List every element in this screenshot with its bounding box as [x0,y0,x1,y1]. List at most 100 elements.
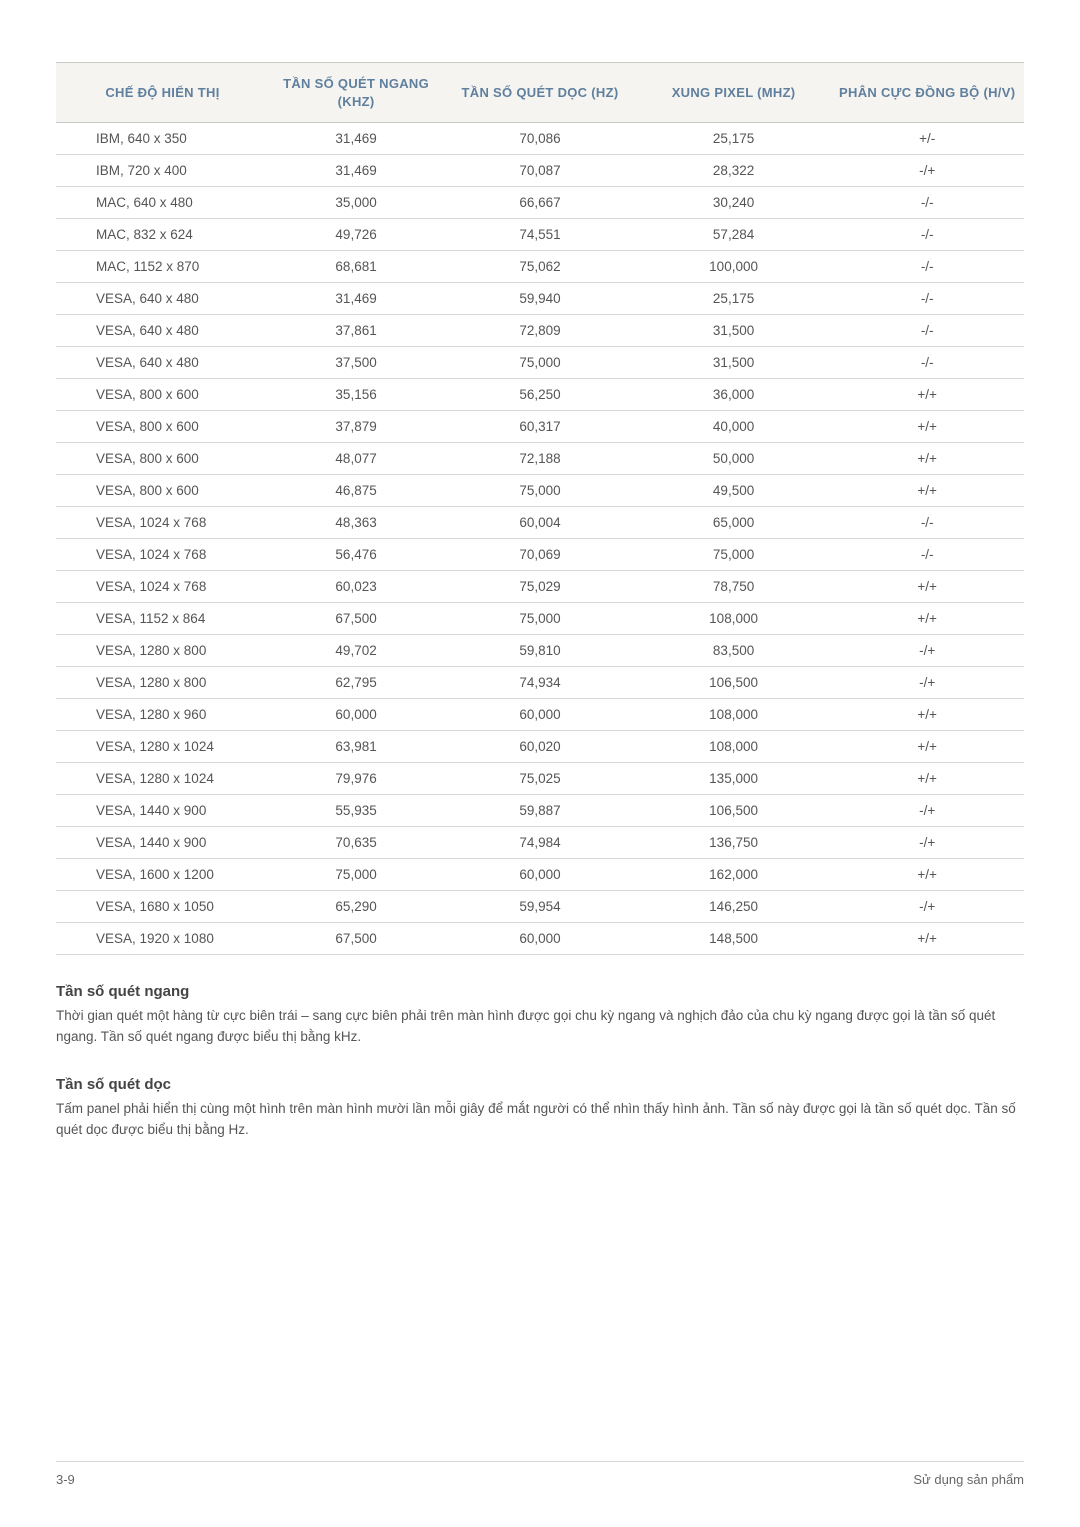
table-cell: 59,940 [443,283,637,315]
table-cell: -/- [830,315,1024,347]
table-cell: +/+ [830,571,1024,603]
table-cell: IBM, 720 x 400 [56,155,269,187]
table-cell: 74,934 [443,667,637,699]
table-cell: 106,500 [637,667,831,699]
table-cell: 59,810 [443,635,637,667]
table-cell: 48,363 [269,507,443,539]
table-cell: VESA, 640 x 480 [56,347,269,379]
table-row: MAC, 832 x 62449,72674,55157,284-/- [56,219,1024,251]
table-cell: 75,000 [637,539,831,571]
table-cell: VESA, 640 x 480 [56,283,269,315]
table-cell: 62,795 [269,667,443,699]
table-cell: -/- [830,187,1024,219]
table-cell: 25,175 [637,283,831,315]
table-cell: +/+ [830,859,1024,891]
table-cell: -/+ [830,891,1024,923]
table-cell: VESA, 1024 x 768 [56,571,269,603]
table-cell: VESA, 800 x 600 [56,379,269,411]
table-cell: 60,317 [443,411,637,443]
table-row: VESA, 1280 x 102463,98160,020108,000+/+ [56,731,1024,763]
table-cell: 74,551 [443,219,637,251]
table-cell: 59,954 [443,891,637,923]
table-cell: VESA, 1024 x 768 [56,507,269,539]
table-cell: VESA, 1920 x 1080 [56,923,269,955]
table-cell: -/+ [830,667,1024,699]
table-cell: 70,087 [443,155,637,187]
table-cell: 49,726 [269,219,443,251]
table-cell: 106,500 [637,795,831,827]
table-row: VESA, 1280 x 80062,79574,934106,500-/+ [56,667,1024,699]
table-cell: 31,469 [269,123,443,155]
table-cell: VESA, 1152 x 864 [56,603,269,635]
table-cell: 28,322 [637,155,831,187]
table-row: VESA, 1024 x 76856,47670,06975,000-/- [56,539,1024,571]
table-cell: 75,000 [443,475,637,507]
table-cell: 70,635 [269,827,443,859]
table-cell: MAC, 832 x 624 [56,219,269,251]
table-cell: 31,500 [637,315,831,347]
table-cell: 108,000 [637,603,831,635]
table-cell: 31,500 [637,347,831,379]
table-row: VESA, 1440 x 90055,93559,887106,500-/+ [56,795,1024,827]
table-cell: 74,984 [443,827,637,859]
table-cell: 25,175 [637,123,831,155]
table-cell: 37,879 [269,411,443,443]
table-cell: 75,029 [443,571,637,603]
table-cell: 79,976 [269,763,443,795]
table-cell: 100,000 [637,251,831,283]
table-cell: 148,500 [637,923,831,955]
table-row: IBM, 640 x 35031,46970,08625,175+/- [56,123,1024,155]
table-row: VESA, 800 x 60035,15656,25036,000+/+ [56,379,1024,411]
table-cell: 136,750 [637,827,831,859]
table-row: VESA, 1024 x 76848,36360,00465,000-/- [56,507,1024,539]
table-cell: VESA, 1280 x 1024 [56,763,269,795]
table-cell: -/+ [830,795,1024,827]
table-cell: 75,025 [443,763,637,795]
table-cell: 40,000 [637,411,831,443]
table-cell: +/- [830,123,1024,155]
table-cell: 60,004 [443,507,637,539]
table-cell: +/+ [830,763,1024,795]
table-cell: VESA, 1680 x 1050 [56,891,269,923]
table-cell: 37,861 [269,315,443,347]
table-row: VESA, 640 x 48031,46959,94025,175-/- [56,283,1024,315]
table-cell: +/+ [830,699,1024,731]
paragraph-vertical-frequency: Tấm panel phải hiển thị cùng một hình tr… [56,1099,1024,1141]
table-cell: 60,020 [443,731,637,763]
table-cell: 65,290 [269,891,443,923]
table-cell: 146,250 [637,891,831,923]
table-row: VESA, 1152 x 86467,50075,000108,000+/+ [56,603,1024,635]
table-cell: -/+ [830,635,1024,667]
table-cell: 135,000 [637,763,831,795]
table-row: VESA, 800 x 60048,07772,18850,000+/+ [56,443,1024,475]
table-cell: VESA, 1440 x 900 [56,827,269,859]
table-cell: IBM, 640 x 350 [56,123,269,155]
table-cell: VESA, 640 x 480 [56,315,269,347]
table-row: VESA, 640 x 48037,86172,80931,500-/- [56,315,1024,347]
table-cell: -/- [830,507,1024,539]
col-display-mode: CHẾ ĐỘ HIỂN THỊ [56,63,269,123]
table-cell: 83,500 [637,635,831,667]
table-cell: 75,062 [443,251,637,283]
heading-vertical-frequency: Tần số quét dọc [56,1076,1024,1093]
table-cell: +/+ [830,923,1024,955]
table-cell: 75,000 [443,603,637,635]
table-cell: 68,681 [269,251,443,283]
table-cell: 31,469 [269,155,443,187]
table-cell: VESA, 1024 x 768 [56,539,269,571]
table-cell: 60,000 [269,699,443,731]
table-cell: VESA, 800 x 600 [56,475,269,507]
table-cell: 65,000 [637,507,831,539]
table-cell: 67,500 [269,603,443,635]
table-cell: -/- [830,283,1024,315]
table-cell: 49,702 [269,635,443,667]
table-cell: 70,069 [443,539,637,571]
table-cell: VESA, 800 x 600 [56,411,269,443]
table-cell: VESA, 1280 x 800 [56,667,269,699]
table-cell: 31,469 [269,283,443,315]
table-cell: 49,500 [637,475,831,507]
table-cell: +/+ [830,731,1024,763]
table-cell: 55,935 [269,795,443,827]
footer-section-title: Sử dụng sản phẩm [913,1472,1024,1487]
table-cell: 60,000 [443,699,637,731]
